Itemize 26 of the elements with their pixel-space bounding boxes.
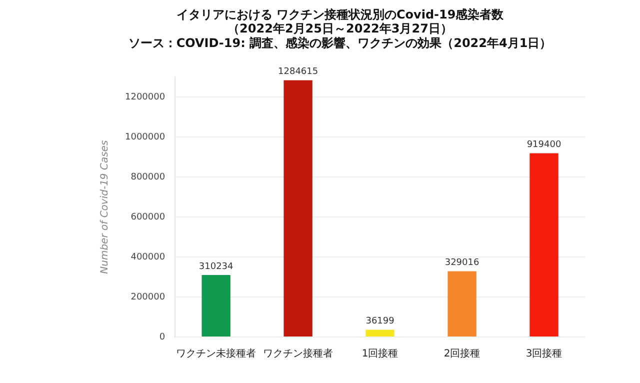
bar xyxy=(366,330,394,336)
y-tick-label: 200000 xyxy=(130,292,166,302)
y-tick-label: 0 xyxy=(159,332,166,342)
x-tick-label: 1回接種 xyxy=(362,348,398,360)
data-label: 36199 xyxy=(366,316,395,327)
x-tick-label: 2回接種 xyxy=(444,348,480,360)
data-label: 1284615 xyxy=(278,67,318,78)
x-tick-label: ワクチン未接種者 xyxy=(176,348,256,360)
x-tick-label: 3回接種 xyxy=(526,348,562,360)
text: ソース：COVID-19: 調査、感染の影響、ワクチンの効果（2022年4月1日） xyxy=(128,36,552,50)
y-tick-label: 800000 xyxy=(130,172,166,182)
bar xyxy=(202,275,230,336)
data-label: 329016 xyxy=(444,258,480,268)
y-tick-label: 1200000 xyxy=(124,92,166,103)
bar xyxy=(284,80,312,336)
y-tick-label: 600000 xyxy=(130,212,166,222)
data-label: 310234 xyxy=(198,262,234,272)
y-tick-label: 400000 xyxy=(130,252,166,262)
y-tick-label: 1000000 xyxy=(124,132,166,142)
y-axis-title: Number of Covid-19 Cases xyxy=(100,140,111,274)
text: （2022年2月25日～2022年3月27日） xyxy=(228,22,452,36)
text: イタリアにおける ワクチン接種状況別のCovid-19感染者数 xyxy=(176,7,504,22)
bar xyxy=(530,153,558,336)
bar xyxy=(448,271,476,336)
data-label: 919400 xyxy=(526,140,562,150)
x-tick-label: ワクチン接種者 xyxy=(263,348,334,360)
